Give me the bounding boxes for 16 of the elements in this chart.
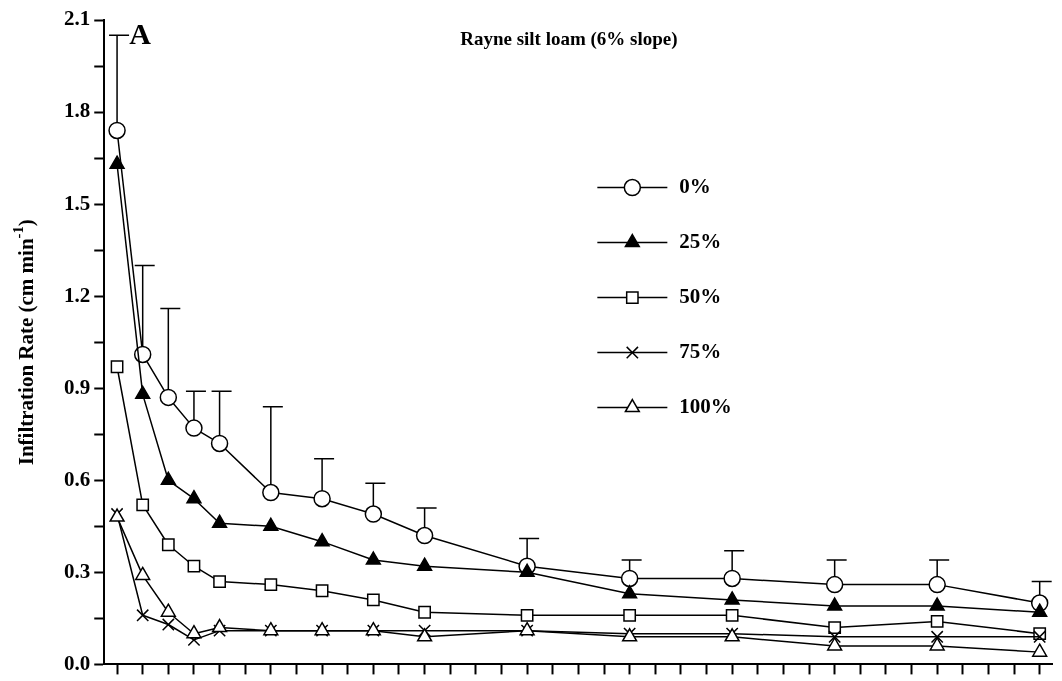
legend-label: 100% [679, 393, 732, 418]
y-tick-label: 1.5 [64, 190, 91, 215]
y-tick-label: 0.9 [64, 374, 91, 399]
chart-title: Rayne silt loam (6% slope) [460, 27, 678, 50]
legend-label: 75% [679, 338, 722, 363]
y-axis-title: Infiltration Rate (cm min-1) [10, 219, 39, 466]
y-tick-label: 1.2 [64, 282, 91, 307]
legend-label: 25% [679, 228, 722, 253]
y-tick-label: 2.1 [64, 6, 91, 31]
y-tick-label: 0.6 [64, 466, 91, 491]
annotation: A [129, 16, 152, 50]
y-tick-label: 0.3 [64, 558, 91, 583]
legend-label: 50% [679, 283, 722, 308]
y-tick-label: 1.8 [64, 98, 91, 123]
y-tick-label: 0.0 [64, 650, 91, 675]
legend-label: 0% [679, 173, 711, 198]
